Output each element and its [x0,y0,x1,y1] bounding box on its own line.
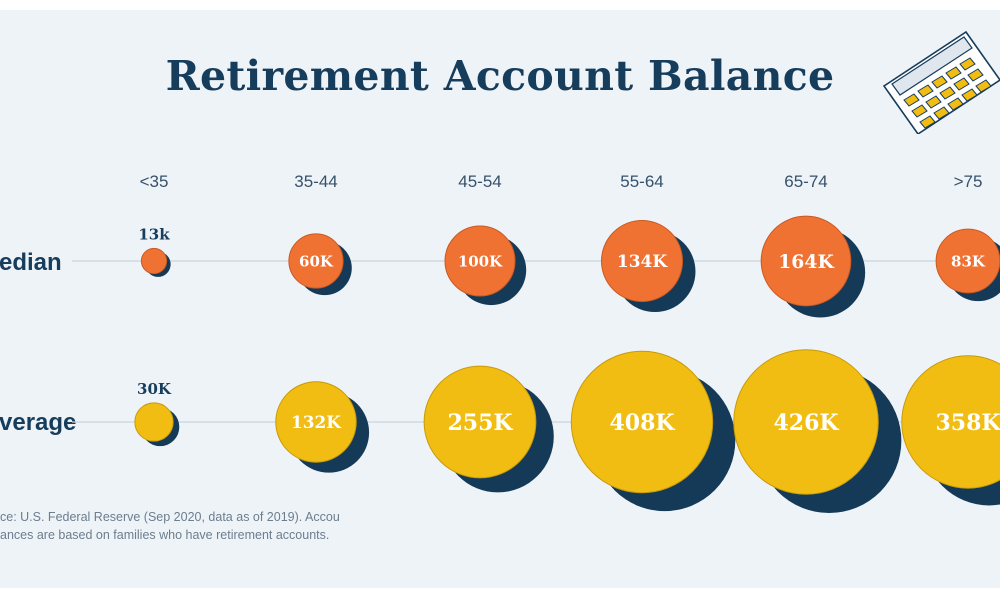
bubble-value-label: 358K [935,410,1000,436]
average-bubble [423,365,537,479]
age-label: 35-44 [294,172,338,191]
bubble-value-label: 255K [447,410,513,436]
average-bubble [134,402,174,442]
average-bubble [901,355,1000,489]
bubble-value-label: 132K [291,412,342,432]
bubble-value-label: 30K [137,380,172,398]
bubble-value-label: 13k [138,225,170,243]
age-label: 65-74 [784,172,828,191]
average-bubble [275,381,357,463]
average-bubble [570,350,714,494]
source-line: ances are based on families who have ret… [0,528,330,542]
bubble-value-label: 83K [951,252,986,270]
bubble-value-label: 134K [617,252,668,272]
age-label: >75 [953,172,983,191]
source-note: ce: U.S. Federal Reserve (Sep 2020, data… [0,508,340,544]
bubble-value-label: 164K [778,251,834,273]
bubble-value-label: 60K [299,252,334,270]
bubble-value-label: 100K [458,252,503,270]
chart-title: Retirement Account Balance [165,52,835,100]
median-bubble [760,215,852,307]
median-bubble [600,219,684,303]
age-label: 45-54 [458,172,502,191]
source-line: ce: U.S. Federal Reserve (Sep 2020, data… [0,510,340,524]
median-bubble [288,233,344,289]
bubble-value-label: 426K [773,410,839,436]
calculator-icon [882,30,1000,134]
row-label-average: verage [0,409,77,436]
median-bubble [444,225,516,297]
age-label: <35 [139,172,169,191]
age-label: 55-64 [620,172,664,191]
bubble-value-label: 408K [609,410,675,436]
median-bubble [140,247,168,275]
row-label-median: edian [0,249,62,276]
average-bubble [733,349,879,495]
